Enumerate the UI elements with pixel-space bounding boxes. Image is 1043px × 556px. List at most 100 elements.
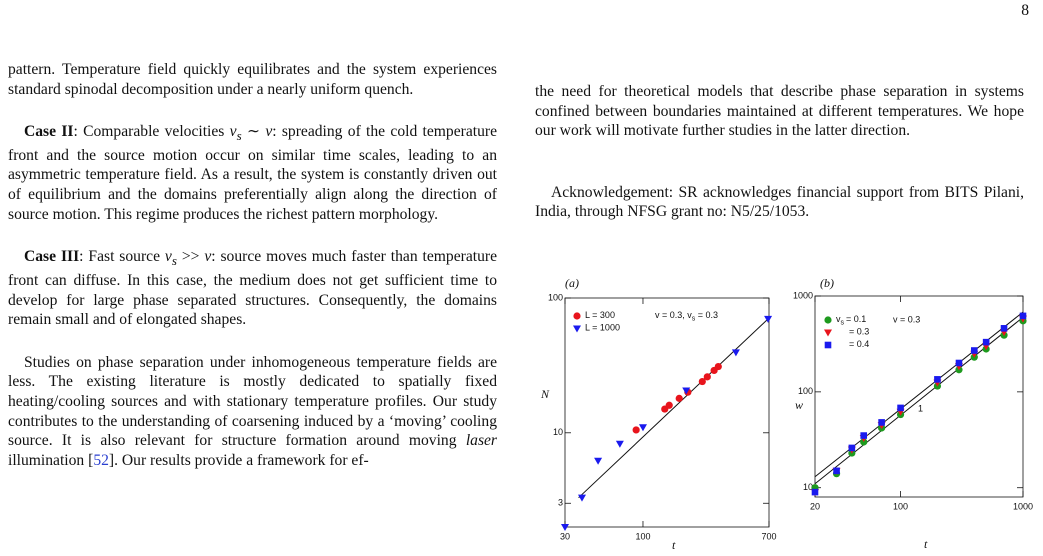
math: s xyxy=(236,128,242,144)
y-tick-label: 100 xyxy=(798,386,813,396)
plot-frame xyxy=(564,297,770,528)
legend-label: = 0.3 xyxy=(849,327,869,337)
legend-prefix: s xyxy=(841,319,845,326)
marker xyxy=(878,419,885,426)
y-tick-label: 1000 xyxy=(793,290,813,300)
paragraph: Case II: Comparable velocities vs ∼ v: s… xyxy=(8,122,497,224)
marker xyxy=(638,424,647,432)
x-tick-label: 700 xyxy=(761,531,776,541)
legend-label: = 0.4 xyxy=(849,339,869,349)
math: s xyxy=(171,253,177,269)
legend-label: = 0.3 xyxy=(849,327,869,337)
math: v xyxy=(229,123,237,141)
math: v xyxy=(265,123,273,141)
marker xyxy=(703,373,711,381)
marker xyxy=(615,440,624,448)
marker xyxy=(573,312,581,320)
y-axis-label: N xyxy=(540,387,550,401)
marker xyxy=(731,349,740,357)
legend-label: L = 1000 xyxy=(585,323,620,333)
marker xyxy=(698,377,706,386)
math: ∼ xyxy=(241,123,266,141)
marker xyxy=(934,376,941,383)
fit-line xyxy=(578,317,770,499)
acknowledgement: Acknowledgement: SR acknowledges financi… xyxy=(535,183,1024,221)
marker xyxy=(561,524,569,531)
citation[interactable]: 52 xyxy=(93,451,109,469)
marker xyxy=(955,359,963,367)
marker xyxy=(1019,312,1027,320)
math: >> xyxy=(176,248,205,266)
page-number: 8 xyxy=(1021,2,1029,19)
marker xyxy=(1000,325,1008,332)
right-column: the need for theoretical models that des… xyxy=(535,82,1024,245)
x-axis-label: t xyxy=(672,538,676,552)
panel-label: (b) xyxy=(820,276,834,290)
legend-label: L = 1000 xyxy=(585,323,620,333)
marker xyxy=(982,338,990,346)
marker xyxy=(833,467,840,475)
marker xyxy=(665,401,673,409)
annotation: v = 0.3, v xyxy=(655,310,692,320)
paragraph: Studies on phase separation under inhomo… xyxy=(8,353,497,471)
math: v xyxy=(164,248,172,266)
x-tick-label: 100 xyxy=(893,501,908,511)
marker xyxy=(594,457,603,465)
text: : Comparable velocities xyxy=(73,123,230,141)
text: : source moves much faster than temperat… xyxy=(8,248,497,329)
plot-frame xyxy=(814,295,1024,498)
annotation: v = 0.3, vs = 0.3 xyxy=(655,310,718,322)
panel-label: (a) xyxy=(565,276,579,290)
math: v xyxy=(204,248,212,266)
paragraph: pattern. Temperature field quickly equil… xyxy=(8,61,497,98)
marker xyxy=(764,315,773,323)
case-label: Case III xyxy=(24,248,80,266)
y-tick-label: 10 xyxy=(803,482,813,492)
legend-label: vs = 0.1 xyxy=(836,314,866,326)
y-tick-label: 3 xyxy=(558,498,563,508)
legend-label: = 0.1 xyxy=(846,314,866,324)
text: ]. Our results provide a framework for e… xyxy=(108,451,369,469)
text: : Fast source xyxy=(79,248,165,266)
emphasis: laser xyxy=(465,432,497,450)
x-axis-label: t xyxy=(924,537,928,551)
y-tick-label: 100 xyxy=(548,292,563,302)
paragraph: Case III: Fast source vs >> v: source mo… xyxy=(8,247,497,329)
marker xyxy=(675,394,683,402)
text: Studies on phase separation under inhomo… xyxy=(8,353,497,450)
left-column: pattern. Temperature field quickly equil… xyxy=(8,60,497,493)
fit-line xyxy=(814,311,1024,478)
paragraph: the need for theoretical models that des… xyxy=(535,83,1024,140)
y-axis-label: w xyxy=(795,398,803,412)
x-tick-label: 20 xyxy=(810,501,820,511)
x-tick-label: 1000 xyxy=(1013,501,1033,511)
marker xyxy=(970,347,978,354)
x-tick-label: 100 xyxy=(635,531,650,541)
annotation: s xyxy=(692,315,696,322)
case-label: Case II xyxy=(24,123,74,141)
marker xyxy=(848,444,856,452)
marker xyxy=(573,325,581,333)
legend-label: L = 300 xyxy=(585,310,615,320)
fit-line xyxy=(814,316,1024,485)
marker xyxy=(824,341,832,349)
annotation: = 0.3 xyxy=(695,310,718,320)
marker xyxy=(860,432,868,439)
annotation: v = 0.3 xyxy=(893,314,920,324)
marker xyxy=(682,387,691,395)
marker xyxy=(577,494,586,502)
marker xyxy=(897,404,904,412)
legend-label: = 0.4 xyxy=(849,339,869,349)
text: illumination [ xyxy=(8,451,94,469)
y-tick-label: 10 xyxy=(553,427,563,437)
x-tick-label: 30 xyxy=(560,531,570,541)
legend-label: L = 300 xyxy=(585,310,615,320)
marker xyxy=(632,426,640,434)
text: : spreading of the cold temperature fron… xyxy=(8,123,497,223)
legend-prefix: v xyxy=(836,314,841,324)
marker xyxy=(811,488,819,496)
marker xyxy=(714,362,722,371)
marker xyxy=(824,316,832,324)
